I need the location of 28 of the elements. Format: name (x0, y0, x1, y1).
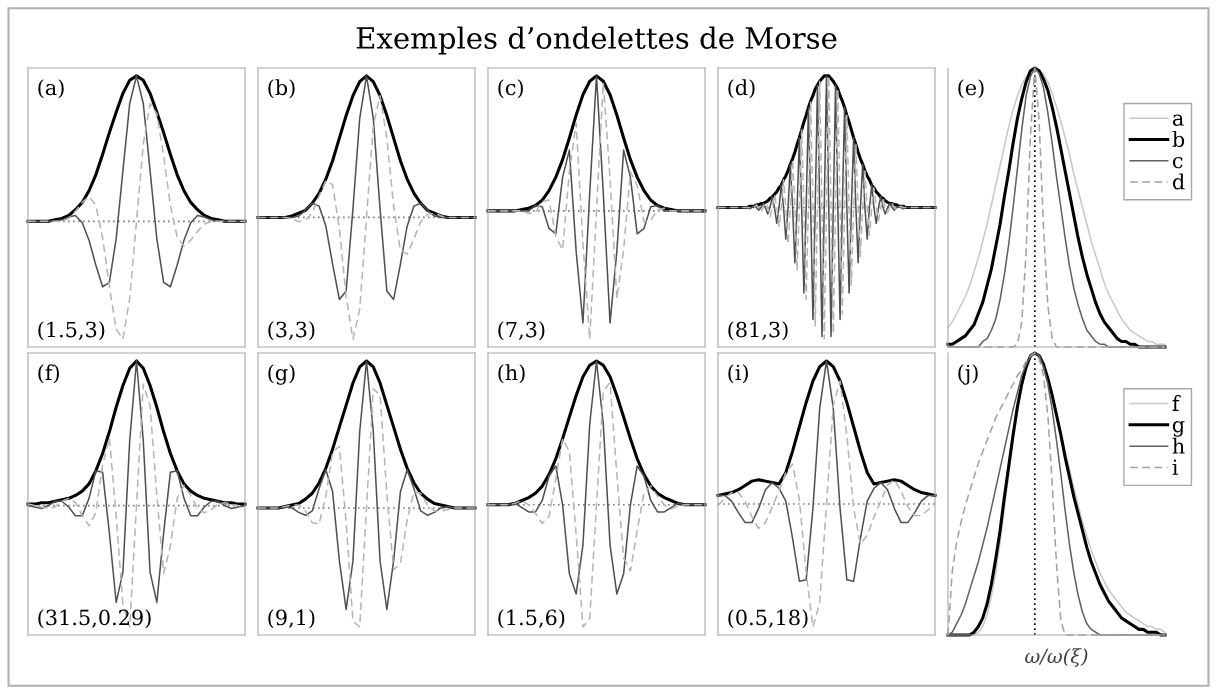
annotation: (9,1) (268, 609, 315, 629)
annotation: (i) (728, 364, 748, 384)
annotation: (g) (268, 364, 295, 385)
legend-label: i (1172, 459, 1178, 475)
legend-label: c (1172, 156, 1183, 169)
annotation: (1.5,6) (498, 609, 565, 629)
legend-label: g (1172, 420, 1185, 437)
annotation: (e) (958, 79, 984, 99)
annotation: (81,3) (728, 321, 788, 341)
annotation: (d) (728, 79, 755, 99)
annotation: (31.5,0.29) (38, 609, 151, 629)
annotation: (h) (498, 364, 525, 384)
legend-label: a (1172, 114, 1184, 126)
legend-label: f (1172, 395, 1181, 411)
annotation: (j) (958, 364, 978, 385)
annotation: (b) (268, 79, 295, 99)
annotation: (c) (498, 79, 523, 99)
annotation: (a) (38, 79, 64, 99)
annotation: (f) (38, 364, 59, 384)
annotation: (7,3) (498, 321, 545, 341)
x-axis-title: ω/ω(ξ) (1025, 648, 1088, 668)
annotation: (3,3) (268, 321, 315, 341)
annotation: (1.5,3) (38, 321, 105, 341)
legend-label: h (1172, 437, 1185, 454)
chart-title: Exemples d’ondelettes de Morse (356, 26, 837, 55)
legend-label: d (1172, 173, 1185, 190)
annotation: (0.5,18) (728, 609, 808, 629)
legend-label: b (1172, 130, 1185, 148)
